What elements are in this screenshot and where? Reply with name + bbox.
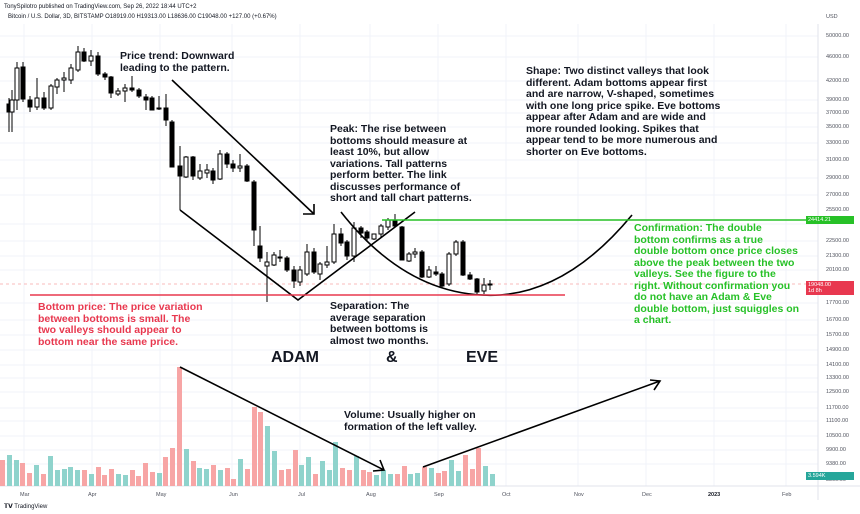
price-tick: 11100.00 — [826, 418, 849, 424]
time-tick: Aug — [366, 492, 376, 498]
price-tick: 12500.00 — [826, 389, 849, 395]
price-tick: 25500.00 — [826, 207, 849, 213]
separation-note: Separation: The average separation betwe… — [330, 300, 429, 347]
adam-label: ADAM — [271, 349, 319, 366]
price-tick: 35000.00 — [826, 124, 849, 130]
tradingview-logo-icon: 𝗧𝗩 — [4, 504, 15, 510]
price-trend-arrowhead — [303, 204, 315, 215]
confirmation-note: Confirmation: The double bottom confirms… — [634, 222, 800, 326]
time-tick: Sep — [434, 492, 444, 498]
volume-up-arrowhead — [649, 379, 662, 391]
price-tick: 37000.00 — [826, 110, 849, 116]
tradingview-logo[interactable]: 𝗧𝗩 TradingView — [4, 503, 47, 510]
price-tick: 14900.00 — [826, 347, 849, 353]
price-tick: 14100.00 — [826, 362, 849, 368]
price-tick: 13300.00 — [826, 375, 849, 381]
bottom-price-note: Bottom price: The price variation betwee… — [38, 301, 203, 348]
price-trend-arrow — [171, 79, 315, 215]
time-tick-year: 2023 — [708, 492, 721, 498]
volume-tag: 3.594K — [806, 472, 854, 480]
adam-v-shape — [179, 209, 416, 302]
price-tick: 15700.00 — [826, 332, 849, 338]
shape-note: Shape: Two distinct valleys that look di… — [526, 65, 721, 158]
price-tick: 20100.00 — [826, 267, 849, 273]
ampersand-label: & — [386, 349, 398, 366]
candlesticks — [6, 46, 493, 302]
volume-note: Volume: Usually higher on formation of t… — [344, 409, 477, 433]
price-tick: 16700.00 — [826, 317, 849, 323]
last-price-tag: 19048.00 1d 8h — [806, 281, 854, 295]
last-price-value: 19048.00 — [808, 282, 831, 288]
volume-down-arrow — [179, 366, 385, 471]
grid — [0, 24, 818, 486]
time-tick: Apr — [88, 492, 97, 498]
annotation-drawings — [171, 79, 662, 472]
time-tick: Jun — [229, 492, 238, 498]
price-tick: 42000.00 — [826, 78, 849, 84]
time-tick: May — [156, 492, 167, 498]
price-tick: 39000.00 — [826, 97, 849, 103]
publisher-line: TonySpilotro published on TradingView.co… — [4, 4, 197, 10]
time-tick: Dec — [642, 492, 652, 498]
symbol-ohlc-line: Bitcoin / U.S. Dollar, 3D, BITSTAMP O189… — [8, 14, 277, 20]
price-tick: 29000.00 — [826, 175, 849, 181]
tradingview-logo-text: TradingView — [14, 504, 48, 510]
price-tick: 46000.00 — [826, 54, 849, 60]
price-tick: 9380.00 — [826, 461, 846, 467]
volume-down-arrowhead — [372, 459, 386, 472]
price-tick: 50000.00 — [826, 33, 849, 39]
price-tick: 11700.00 — [826, 405, 849, 411]
time-tick: Nov — [574, 492, 584, 498]
volume-up-arrow — [422, 380, 661, 468]
time-tick: Oct — [502, 492, 511, 498]
price-tick: 8890.00 — [826, 477, 846, 483]
price-tick: 22500.00 — [826, 238, 849, 244]
price-trend-note: Price trend: Downward leading to the pat… — [120, 50, 235, 74]
price-tick: 10500.00 — [826, 433, 849, 439]
price-tick: 33000.00 — [826, 140, 849, 146]
eve-label: EVE — [466, 349, 499, 366]
price-tick: 31000.00 — [826, 157, 849, 163]
peak-note: Peak: The rise between bottoms should me… — [330, 123, 472, 204]
countdown-label: 1d 8h — [808, 288, 822, 294]
time-tick: Mar — [20, 492, 30, 498]
price-tick: 27000.00 — [826, 192, 849, 198]
time-tick: Feb — [782, 492, 792, 498]
time-tick: Jul — [298, 492, 306, 498]
price-tick: 9900.00 — [826, 447, 846, 453]
currency-label: USD — [826, 14, 838, 20]
volume-bars — [0, 367, 495, 486]
price-tick: 17700.00 — [826, 300, 849, 306]
price-tick: 21300.00 — [826, 253, 849, 259]
confirmation-price-tag: 24414.21 — [806, 216, 854, 224]
